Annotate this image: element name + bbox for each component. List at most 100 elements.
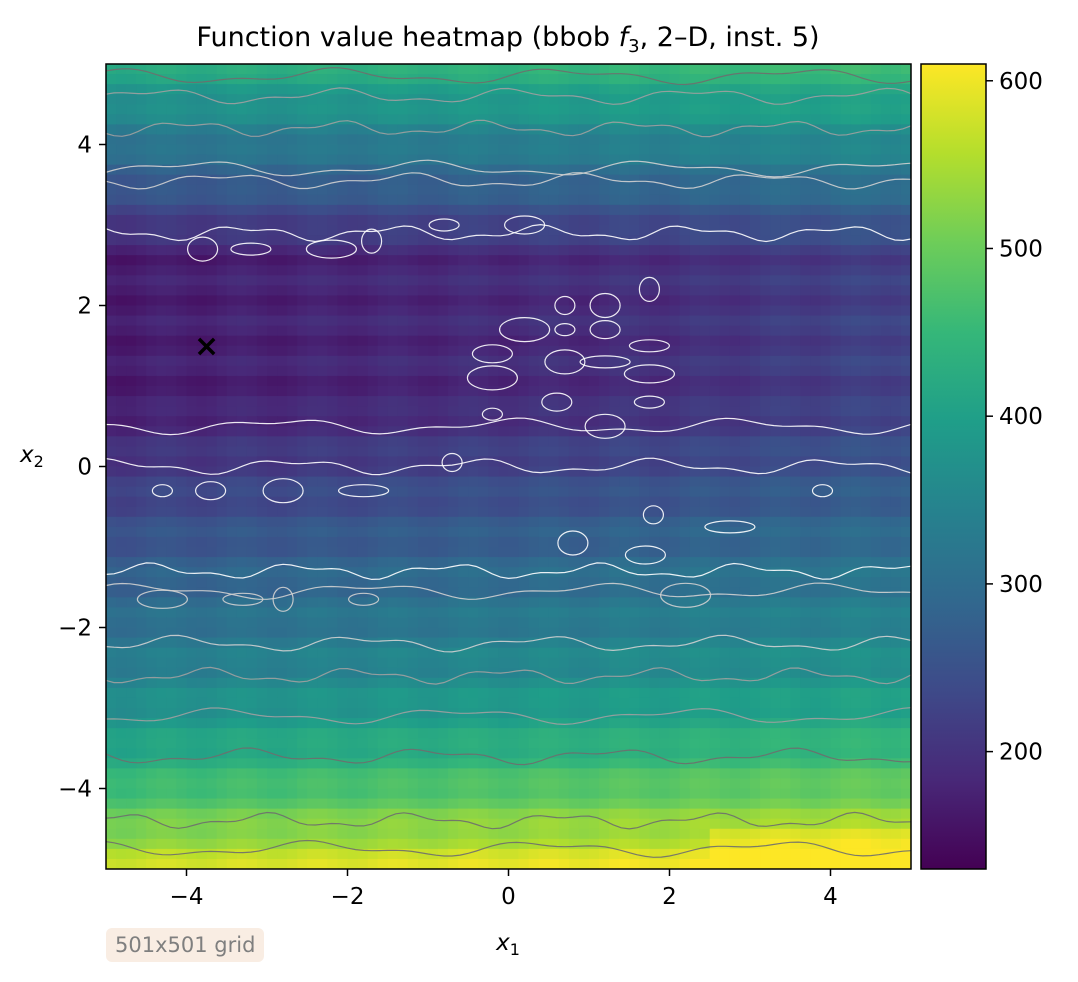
heatmap-cell [800,215,811,226]
heatmap-cell [841,557,852,568]
heatmap-cell [166,265,177,276]
heatmap-cell [368,104,379,115]
heatmap-cell [619,124,630,135]
heatmap-cell [599,507,610,518]
heatmap-cell [498,547,509,558]
heatmap-cell [197,275,208,286]
heatmap-cell [368,617,379,628]
heatmap-cell [307,597,318,608]
heatmap-cell [267,265,278,276]
heatmap-cell [509,497,520,508]
heatmap-cell [227,134,238,145]
heatmap-cell [378,235,389,246]
heatmap-cell [136,195,147,206]
heatmap-cell [760,326,771,337]
heatmap-cell [156,316,167,327]
heatmap-cell [579,396,590,407]
heatmap-cell [599,547,610,558]
heatmap-cell [619,165,630,176]
heatmap-cell [760,426,771,437]
heatmap-cell [106,597,117,608]
heatmap-cell [891,134,902,145]
heatmap-cell [317,487,328,498]
heatmap-cell [327,225,338,236]
heatmap-cell [901,628,912,639]
heatmap-cell [398,658,409,669]
heatmap-cell [468,537,479,548]
heatmap-cell [861,658,872,669]
heatmap-cell [217,245,228,256]
heatmap-cell [549,326,560,337]
heatmap-cell [519,456,530,467]
heatmap-cell [529,597,540,608]
heatmap-cell [760,145,771,156]
heatmap-cell [297,678,308,689]
heatmap-cell [247,366,258,377]
heatmap-cell [358,487,369,498]
heatmap-cell [368,456,379,467]
heatmap-cell [136,134,147,145]
heatmap-cell [529,396,540,407]
heatmap-cell [478,446,489,457]
heatmap-cell [730,648,741,659]
heatmap-cell [166,134,177,145]
heatmap-cell [197,124,208,135]
heatmap-cell [146,386,157,397]
heatmap-cell [398,386,409,397]
heatmap-cell [257,527,268,538]
heatmap-cell [901,306,912,317]
heatmap-cell [156,577,167,588]
heatmap-cell [197,265,208,276]
heatmap-cell [257,366,268,377]
heatmap-cell [217,396,228,407]
heatmap-cell [237,648,248,659]
heatmap-cell [237,577,248,588]
heatmap-cell [428,577,439,588]
heatmap-cell [428,607,439,618]
heatmap-cell [277,426,288,437]
heatmap-cell [297,185,308,196]
heatmap-cell [800,547,811,558]
heatmap-cell [448,356,459,367]
heatmap-cell [549,597,560,608]
heatmap-cell [760,255,771,266]
heatmap-cell [358,175,369,186]
heatmap-cell [287,577,298,588]
heatmap-cell [327,587,338,598]
heatmap-cell [599,467,610,478]
heatmap-cell [770,114,781,125]
heatmap-cell [790,124,801,135]
heatmap-cell [619,245,630,256]
heatmap-cell [277,94,288,105]
heatmap-cell [579,426,590,437]
heatmap-cell [851,185,862,196]
heatmap-cell [217,134,228,145]
heatmap-cell [197,306,208,317]
heatmap-cell [871,467,882,478]
heatmap-cell [297,175,308,186]
heatmap-cell [790,607,801,618]
heatmap-cell [861,346,872,357]
heatmap-cell [851,396,862,407]
heatmap-cell [509,205,520,216]
heatmap-cell [700,255,711,266]
heatmap-cell [740,497,751,508]
heatmap-cell [680,376,691,387]
heatmap-cell [639,316,650,327]
heatmap-cell [720,215,731,226]
heatmap-cell [609,94,620,105]
heatmap-cell [297,396,308,407]
heatmap-cell [629,507,640,518]
heatmap-cell [569,215,580,226]
heatmap-cell [468,205,479,216]
heatmap-cell [871,326,882,337]
heatmap-cell [187,74,198,85]
heatmap-cell [348,607,359,618]
heatmap-cell [670,145,681,156]
heatmap-cell [539,537,550,548]
heatmap-cell [166,295,177,306]
heatmap-cell [408,84,419,95]
heatmap-cell [126,547,137,558]
heatmap-cell [126,326,137,337]
heatmap-cell [851,658,862,669]
